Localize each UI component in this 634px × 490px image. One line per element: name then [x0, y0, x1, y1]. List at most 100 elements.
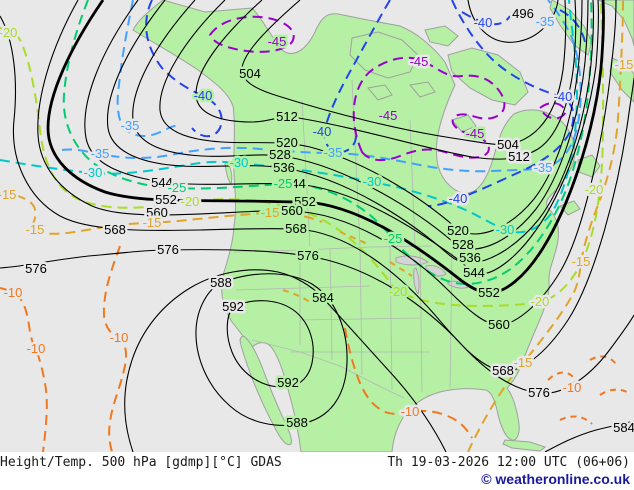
temp-label--15: -15	[572, 254, 591, 269]
temp-contour-minus10-gulf	[344, 327, 473, 439]
temp-label--35: -35	[121, 118, 140, 133]
contour-560	[37, 0, 617, 326]
temp-label--35: -35	[91, 146, 110, 161]
temp-label--40: -40	[313, 124, 332, 139]
contour-584-central	[124, 269, 447, 452]
height-label-536: 536	[273, 160, 295, 175]
caption-bar: Height/Temp. 500 hPa [gdmp][°C] GDAS Th …	[0, 452, 634, 490]
temp-label--20: -20	[531, 294, 550, 309]
temp-contour-minus20	[0, 0, 605, 308]
land-greenland-east	[609, 57, 634, 103]
temp-label--20: -20	[585, 182, 604, 197]
contour-536	[106, 0, 594, 264]
border-state-5	[419, 245, 423, 393]
temp-contour-minus25	[62, 0, 593, 285]
temp-label--10: -10	[27, 341, 46, 356]
temp-contour-minus35-a	[116, 0, 181, 137]
temp-label--20: -20	[0, 25, 17, 40]
height-label-528: 528	[269, 147, 291, 162]
height-label-512: 512	[508, 149, 530, 164]
temp-contour-minus45-b	[352, 56, 506, 162]
height-label-544: 544	[463, 265, 485, 280]
temp-contour-minus10-atlantic-5	[617, 426, 634, 433]
contour-584-atlantic	[544, 420, 634, 452]
temp-contour-minus30	[0, 0, 578, 234]
height-label-584: 584	[613, 420, 634, 435]
height-label-560: 560	[488, 317, 510, 332]
temp-contour-minus40-d	[461, 11, 511, 26]
temp-label--15: -15	[261, 205, 280, 220]
temp-contour-minus10-atlantic-3	[599, 388, 631, 396]
temp-contour-minus15-east	[467, 0, 624, 452]
border-state-7	[235, 285, 371, 291]
contour-568	[0, 15, 634, 372]
height-label-592: 592	[277, 375, 299, 390]
temp-label--30: -30	[84, 165, 103, 180]
height-label-552: 552	[478, 285, 500, 300]
temp-label--20: -20	[181, 194, 200, 209]
temp-label--25: -25	[384, 231, 403, 246]
border-state-2	[329, 248, 333, 361]
height-label-568: 568	[492, 363, 514, 378]
temp-contour-minus15-west	[0, 192, 323, 235]
border-province-3	[409, 119, 416, 247]
temp-contour-minus10-west-1	[0, 287, 48, 452]
contour-520	[159, 0, 583, 235]
height-label-560: 560	[281, 203, 303, 218]
temp-contour-minus10-atlantic-4	[559, 415, 593, 425]
caption-row: Height/Temp. 500 hPa [gdmp][°C] GDAS Th …	[0, 455, 630, 470]
temp-label--15: -15	[0, 187, 16, 202]
temp-label--45: -45	[466, 126, 485, 141]
height-label-544: 544	[284, 176, 306, 191]
height-label-504: 504	[239, 66, 261, 81]
contour-504	[241, 0, 567, 146]
border-us-canada	[233, 245, 433, 253]
contour-592-loop	[226, 300, 314, 388]
valid-time: Th 19-03-2026 12:00 UTC (06+06)	[387, 455, 630, 470]
height-label-560: 560	[146, 205, 168, 220]
land-arctic-island-small-3	[409, 81, 436, 98]
contour-528	[132, 0, 589, 250]
temp-contour-minus10-atlantic-1	[547, 371, 576, 393]
weather-map: 496 504 504 512 512 520 520 528 528 536 536 544 544 5…	[0, 0, 634, 452]
land-baja-california	[239, 335, 292, 446]
temp-label--35: -35	[324, 145, 343, 160]
border-us-mexico	[251, 339, 405, 399]
temp-label--40: -40	[474, 15, 493, 30]
contour-552-thick	[46, 0, 605, 295]
height-contours-layer	[0, 0, 634, 452]
temp-label--30: -30	[363, 174, 382, 189]
temp-contour-minus15-scrap-3	[282, 289, 313, 305]
height-label-552: 552	[155, 192, 177, 207]
border-state-3	[359, 246, 363, 376]
height-label-588: 588	[286, 415, 308, 430]
temp-contour-minus35-b	[61, 0, 582, 173]
height-label-520: 520	[276, 135, 298, 150]
temp-label--15: -15	[26, 222, 45, 237]
height-label-504: 504	[497, 137, 519, 152]
temp-label--45: -45	[379, 108, 398, 123]
height-label-536: 536	[459, 250, 481, 265]
height-label-568: 568	[285, 221, 307, 236]
temp-label--20: -20	[389, 284, 408, 299]
temp-contour-minus10-west-2	[102, 245, 128, 452]
height-label-568: 568	[104, 222, 126, 237]
land-cuba	[502, 439, 547, 452]
borders-layer	[233, 79, 453, 399]
land-victoria-island	[349, 31, 419, 79]
temp-label--30: -30	[230, 155, 249, 170]
temp-label--10: -10	[401, 404, 420, 419]
temp-label--30: -30	[496, 222, 515, 237]
temp-label--15: -15	[514, 355, 533, 370]
temp-label--10: -10	[110, 330, 129, 345]
land-greenland-northeast	[597, 0, 634, 47]
contour-496	[467, 0, 559, 43]
temp-label--35: -35	[536, 14, 555, 29]
temp-label--45: -45	[268, 34, 287, 49]
height-label-584: 584	[312, 290, 334, 305]
height-label-576: 576	[528, 385, 550, 400]
temp-label--25: -25	[274, 176, 293, 191]
